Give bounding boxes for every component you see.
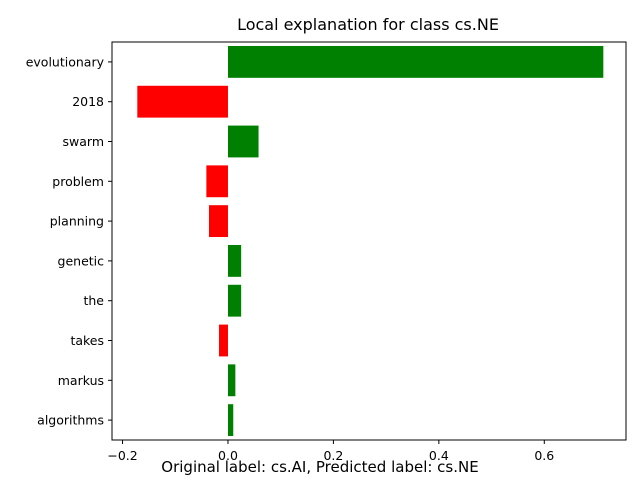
bar-algorithms <box>227 404 234 437</box>
caption: Original label: cs.AI, Predicted label: … <box>161 458 479 476</box>
x-tick-label: 0.6 <box>534 448 554 463</box>
bar-problem <box>206 165 228 198</box>
bar-genetic <box>227 244 242 277</box>
x-tick-label: −0.2 <box>107 448 137 463</box>
y-tick-label: the <box>83 293 104 308</box>
x-tick-label: 0.0 <box>218 448 238 463</box>
x-axis-ticks: −0.2 0.0 0.2 0.4 0.6 <box>107 440 554 463</box>
y-tick-label: genetic <box>58 253 105 268</box>
y-tick-label: evolutionary <box>26 54 105 69</box>
y-tick-label: problem <box>52 174 104 189</box>
bar-the <box>227 284 242 317</box>
bars-group <box>137 45 604 437</box>
bar-markus <box>227 364 236 397</box>
y-tick-label: markus <box>58 373 104 388</box>
x-tick-label: 0.4 <box>429 448 449 463</box>
y-tick-label: planning <box>50 214 104 229</box>
x-tick-label: 0.2 <box>323 448 343 463</box>
bar-takes <box>219 324 228 357</box>
bar-2018 <box>137 85 228 118</box>
y-tick-label: algorithms <box>37 413 104 428</box>
y-tick-label: swarm <box>63 134 105 149</box>
plot-frame <box>111 41 627 441</box>
bar-evolutionary <box>227 45 604 78</box>
bar-planning <box>209 205 228 238</box>
y-tick-label: 2018 <box>72 94 104 109</box>
y-tick-label: takes <box>70 333 104 348</box>
chart-title: Local explanation for class cs.NE <box>237 15 499 34</box>
bar-swarm <box>227 125 259 158</box>
y-axis-ticks: evolutionary 2018 swarm problem planning gene… <box>26 54 112 428</box>
